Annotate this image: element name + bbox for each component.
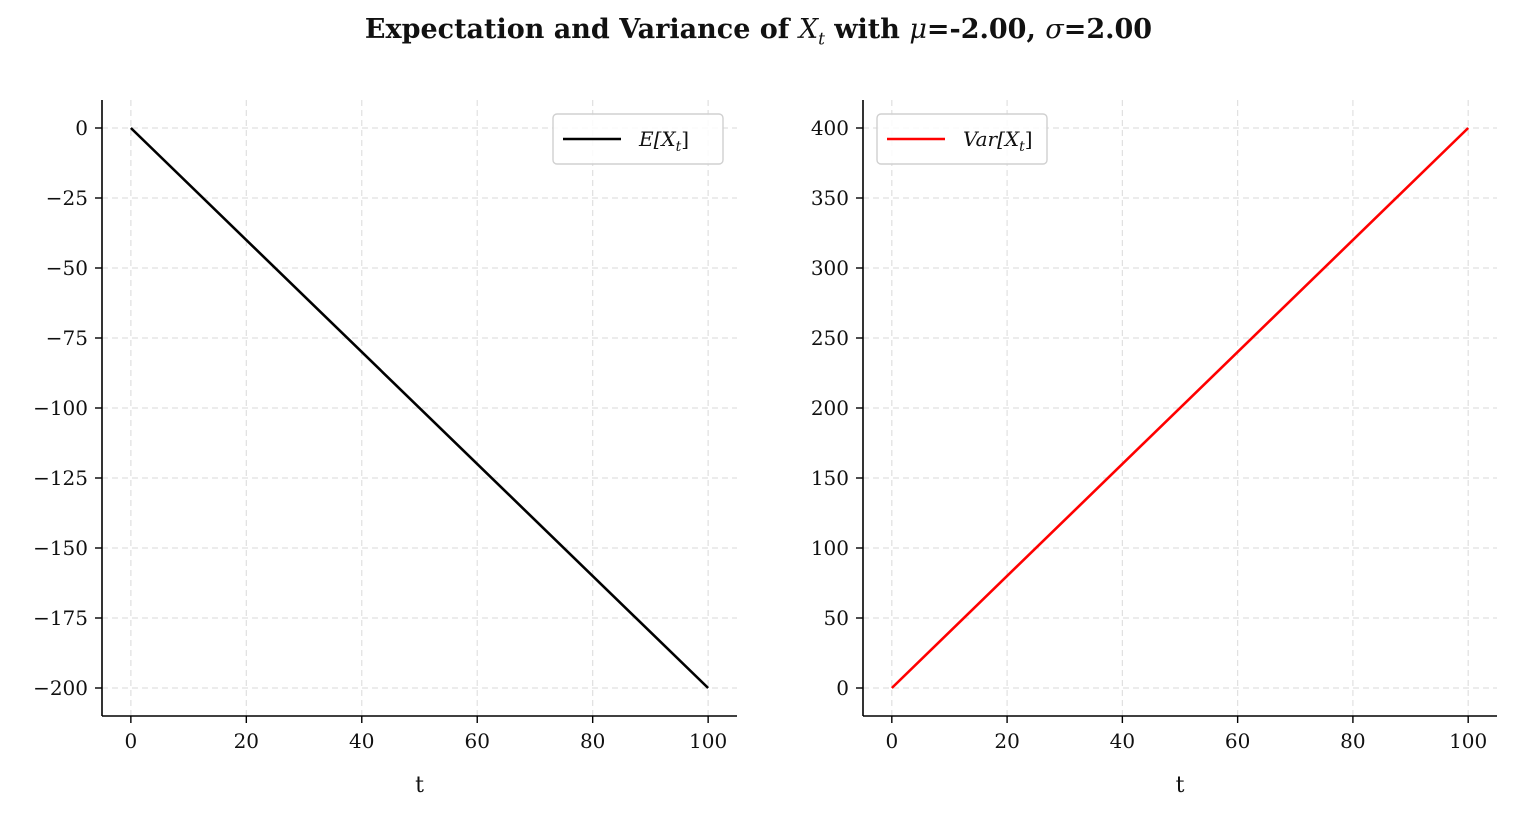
variance-y-tick-label: 50: [824, 606, 849, 630]
expectation-y-tick-label: −50: [46, 256, 88, 280]
expectation-x-tick-label: 20: [234, 729, 259, 753]
expectation-y-tick-label: −200: [33, 676, 88, 700]
expectation-x-tick-label: 0: [124, 729, 137, 753]
expectation-y-tick-label: −75: [46, 326, 88, 350]
variance-x-axis-label: t: [1176, 773, 1185, 798]
variance-y-tick-label: 0: [836, 676, 849, 700]
variance-y-tick-label: 100: [811, 536, 849, 560]
variance-x-tick-label: 60: [1225, 729, 1250, 753]
variance-legend: Var[Xt]: [876, 113, 1048, 165]
expectation-y-tick-label: −25: [46, 186, 88, 210]
title-mid: with: [824, 14, 910, 45]
title-mu-symbol: μ: [909, 14, 927, 45]
title-prefix: Expectation and Variance of: [364, 14, 799, 45]
expectation-y-tick-label: 0: [75, 116, 88, 140]
variance-x-tick-label: 40: [1110, 729, 1135, 753]
expectation-y-tick-label: −175: [33, 606, 88, 630]
title-mu-value: =-2.00,: [926, 14, 1046, 45]
variance-y-tick-label: 150: [811, 466, 849, 490]
variance-y-tick-label: 350: [811, 186, 849, 210]
title-x-subscript: t: [818, 29, 825, 50]
variance-legend-box: [876, 113, 1048, 165]
variance-y-tick-label: 200: [811, 396, 849, 420]
expectation-x-tick-label: 100: [689, 729, 727, 753]
expectation-y-tick-label: −100: [33, 396, 88, 420]
expectation-legend: E[Xt]: [552, 113, 724, 165]
variance-series-line: [890, 127, 1470, 689]
expectation-x-tick-label: 80: [580, 729, 605, 753]
expectation-x-tick-label: 40: [349, 729, 374, 753]
expectation-y-tick-label: −150: [33, 536, 88, 560]
title-x-symbol: X: [798, 14, 819, 45]
expectation-series-line: [129, 127, 710, 689]
variance-y-tick-label: 300: [811, 256, 849, 280]
expectation-x-axis-label: t: [415, 773, 424, 798]
variance-x-tick-label: 80: [1340, 729, 1365, 753]
expectation-x-tick-label: 60: [465, 729, 490, 753]
chart-title: Expectation and Variance of Xt with μ=-2…: [0, 14, 1517, 49]
variance-x-tick-label: 100: [1449, 729, 1487, 753]
variance-x-tick-label: 20: [994, 729, 1019, 753]
variance-x-tick-label: 0: [885, 729, 898, 753]
variance-y-tick-label: 250: [811, 326, 849, 350]
expectation-y-tick-label: −125: [33, 466, 88, 490]
title-sigma-symbol: σ: [1045, 14, 1064, 45]
variance-y-tick-label: 400: [811, 116, 849, 140]
expectation-legend-label: E[Xt]: [638, 127, 689, 155]
variance-legend-label: Var[Xt]: [963, 127, 1033, 155]
expectation-legend-box: [552, 113, 724, 165]
title-sigma-value: =2.00: [1063, 14, 1153, 45]
